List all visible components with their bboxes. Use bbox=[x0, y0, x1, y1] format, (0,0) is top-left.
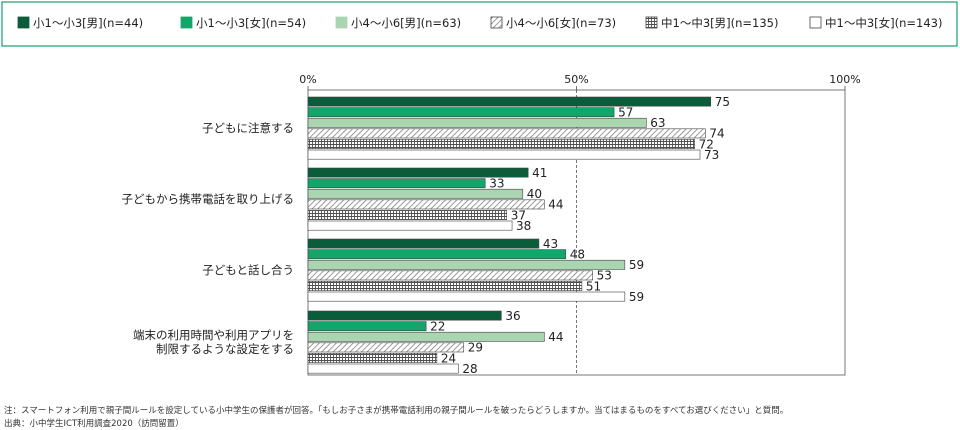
legend-box bbox=[1, 1, 958, 47]
legend-label: 小1〜小3[女](n=54) bbox=[196, 16, 306, 30]
data-label: 40 bbox=[527, 187, 542, 201]
bar bbox=[307, 117, 647, 128]
legend-label: 小1〜小3[男](n=44) bbox=[33, 16, 143, 30]
legend-item: 小1〜小3[男](n=44) bbox=[17, 16, 143, 30]
bar bbox=[307, 270, 593, 281]
legend: 小1〜小3[男](n=44) 小1〜小3[女](n=54) 小4〜小6[男](n=6… bbox=[17, 16, 942, 30]
data-label: 29 bbox=[468, 341, 483, 355]
data-label: 28 bbox=[462, 362, 477, 376]
x-axis: 0% 50% 100% bbox=[299, 73, 861, 376]
category-labels: 子どもに注意する子どもから携帯電話を取り上げる子どもと話し合う端末の利用時間や利… bbox=[122, 121, 295, 356]
data-label: 48 bbox=[570, 248, 585, 262]
legend-item: 小4〜小6[女](n=73) bbox=[490, 16, 616, 30]
data-label: 73 bbox=[704, 148, 719, 162]
bar bbox=[307, 238, 540, 249]
bar bbox=[307, 139, 695, 149]
bar bbox=[307, 188, 524, 199]
data-label: 51 bbox=[586, 279, 601, 293]
legend-swatch bbox=[180, 16, 193, 29]
data-label: 72 bbox=[699, 137, 714, 151]
data-label: 59 bbox=[629, 258, 644, 272]
bar bbox=[307, 220, 513, 231]
data-label: 36 bbox=[505, 309, 520, 323]
bar bbox=[307, 167, 529, 178]
data-label: 74 bbox=[709, 127, 724, 141]
x-tick-label: 100% bbox=[829, 73, 860, 86]
bar bbox=[307, 331, 545, 342]
data-label: 53 bbox=[597, 269, 612, 283]
bar bbox=[307, 281, 583, 291]
data-label: 63 bbox=[650, 116, 665, 130]
bar bbox=[307, 210, 507, 220]
category-label: 子どもから携帯電話を取り上げる bbox=[122, 192, 295, 206]
legend-item: 中1〜中3[男](n=135) bbox=[645, 16, 778, 30]
bar bbox=[307, 128, 706, 139]
legend-label: 小4〜小6[女](n=73) bbox=[506, 16, 616, 30]
bar bbox=[307, 107, 615, 118]
bar bbox=[307, 178, 486, 189]
data-label: 38 bbox=[516, 219, 531, 233]
bar bbox=[307, 291, 626, 302]
data-label: 24 bbox=[441, 351, 456, 365]
bar bbox=[307, 342, 465, 353]
legend-label: 中1〜中3[女](n=143) bbox=[825, 16, 942, 30]
bar bbox=[307, 310, 502, 321]
legend-swatch bbox=[645, 16, 658, 29]
legend-item: 小4〜小6[男](n=63) bbox=[335, 16, 461, 30]
data-label: 75 bbox=[715, 95, 730, 109]
data-label: 44 bbox=[548, 330, 563, 344]
bar bbox=[307, 321, 427, 332]
data-label: 33 bbox=[489, 177, 504, 191]
legend-swatch bbox=[335, 16, 348, 29]
legend-swatch bbox=[17, 16, 30, 29]
bar bbox=[307, 353, 438, 363]
x-tick-label: 50% bbox=[564, 73, 588, 86]
data-label: 44 bbox=[548, 198, 563, 212]
category-label: 子どもと話し合う bbox=[202, 263, 294, 277]
category-label: 子どもに注意する bbox=[202, 121, 294, 135]
category-label: 端末の利用時間や利用アプリを制限するような設定をする bbox=[133, 328, 294, 356]
legend-swatch bbox=[809, 16, 822, 29]
source-text: 出典：小中学生ICT利用調査2020（訪問留置） bbox=[4, 419, 184, 429]
data-label: 57 bbox=[618, 106, 633, 120]
bar bbox=[307, 249, 567, 260]
bar bbox=[307, 199, 545, 210]
legend-item: 中1〜中3[女](n=143) bbox=[809, 16, 942, 30]
note-text: 注：スマートフォン利用で親子間ルールを設定している小中学生の保護者が回答。「もし… bbox=[4, 406, 789, 416]
bar bbox=[307, 149, 701, 160]
legend-label: 小4〜小6[男](n=63) bbox=[351, 16, 461, 30]
data-label: 43 bbox=[543, 237, 558, 251]
data-label: 37 bbox=[511, 208, 526, 222]
bar bbox=[307, 96, 712, 107]
data-label: 59 bbox=[629, 290, 644, 304]
data-label: 22 bbox=[430, 320, 445, 334]
legend-swatch bbox=[490, 16, 503, 29]
legend-item: 小1〜小3[女](n=54) bbox=[180, 16, 306, 30]
legend-label: 中1〜中3[男](n=135) bbox=[661, 16, 778, 30]
x-tick-label: 0% bbox=[299, 73, 316, 86]
bar bbox=[307, 259, 626, 270]
bar bbox=[307, 363, 459, 374]
data-label: 41 bbox=[532, 166, 547, 180]
